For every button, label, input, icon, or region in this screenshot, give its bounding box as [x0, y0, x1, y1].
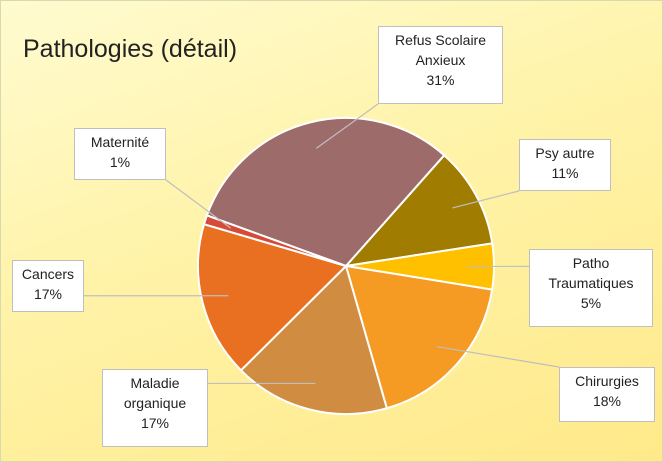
value-label: 5%	[580, 295, 602, 311]
leader-line	[452, 190, 520, 209]
chart-title: Pathologies (détail)	[23, 35, 238, 63]
value-label: 31%	[426, 72, 455, 88]
leader-line	[436, 345, 560, 368]
category-label: Chirurgies	[575, 373, 639, 389]
leader-line	[315, 103, 379, 149]
value-label: 11%	[551, 165, 579, 181]
data-label-box: Refus Scolaire Anxieux 31%	[378, 26, 503, 104]
category-label: Psy autre	[535, 145, 595, 161]
category-label: Maladie organique	[123, 375, 187, 411]
pie-slice	[197, 222, 348, 372]
data-label-box: Patho Traumatiques 5%	[529, 249, 653, 327]
category-label: Cancers	[21, 266, 75, 282]
data-label-box: Cancers 17%	[12, 260, 84, 312]
value-label: 17%	[140, 415, 170, 431]
value-label: 1%	[109, 154, 131, 170]
data-label-box: Maternité 1%	[74, 128, 166, 180]
category-label: Patho Traumatiques	[548, 255, 634, 291]
data-label-box: Psy autre 11%	[519, 139, 611, 191]
value-label: 18%	[592, 393, 622, 409]
leader-line	[165, 179, 232, 229]
pie-slice	[202, 214, 347, 267]
pie-slice	[344, 264, 494, 410]
category-label: Maternité	[90, 134, 150, 150]
pie-slice	[239, 264, 389, 415]
pie-slice	[343, 153, 494, 268]
pie-slice	[205, 117, 446, 268]
value-label: 17%	[33, 286, 63, 302]
data-label-box: Maladie organique 17%	[102, 369, 208, 447]
data-label-box: Chirurgies 18%	[559, 367, 655, 422]
category-label: Refus Scolaire Anxieux	[394, 32, 487, 68]
